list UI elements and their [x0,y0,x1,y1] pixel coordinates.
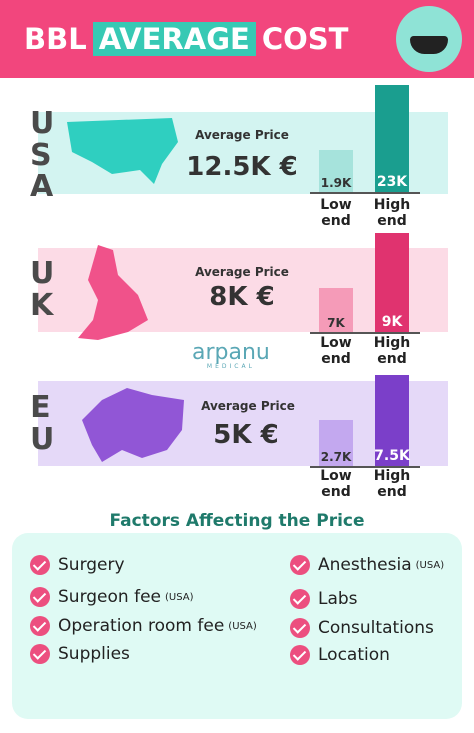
factor-item: Surgery [30,555,125,575]
logo: arpanu MEDICAL [192,340,270,370]
factor-text: Surgeon fee [58,587,161,607]
factor-item: Anesthesia (USA) [290,555,444,575]
check-icon [290,555,310,575]
header-title: BBL AVERAGE COST [24,22,348,56]
region-code: UK [30,256,55,323]
title-left: BBL [24,22,87,56]
title-right: COST [261,22,349,56]
high-label: High end [373,468,411,501]
low-bar: 2.7K [319,420,353,466]
factor-note: (USA) [228,620,257,632]
high-bar: 9K [375,233,409,332]
factor-text: Supplies [58,644,130,664]
high-label: High end [373,197,411,230]
logo-name: arpanu [192,340,270,365]
low-label: Low end [320,335,352,368]
region-code: EU [30,390,55,457]
check-icon [290,618,310,638]
low-label: Low end [320,468,352,501]
factor-text: Anesthesia [318,555,412,575]
region-code: USA [30,106,55,204]
price: 8K € [209,282,275,312]
factor-text: Consultations [318,618,434,638]
factor-item: Labs [290,589,358,609]
region-map [78,245,148,340]
check-icon [30,616,50,636]
check-icon [30,644,50,664]
baseline [310,332,420,334]
high-bar: 23K [375,85,409,192]
check-icon [30,555,50,575]
check-icon [290,589,310,609]
check-icon [290,645,310,665]
header-image [396,6,462,72]
price: 5K € [213,420,279,450]
factor-item: Operation room fee (USA) [30,616,257,636]
factor-item: Surgeon fee (USA) [30,587,194,607]
baseline [310,466,420,468]
price-label: Average Price [201,399,295,413]
factor-item: Consultations [290,618,434,638]
factor-note: (USA) [415,559,445,571]
price-label: Average Price [195,265,289,279]
factors-box [12,533,462,719]
image-shape [410,36,448,54]
high-bar: 7.5K [374,375,410,466]
baseline [310,192,420,194]
factors-title: Factors Affecting the Price [109,511,365,531]
low-bar: 7K [319,288,353,332]
logo-sub: MEDICAL [206,363,255,370]
factor-note: (USA) [165,591,194,603]
factor-text: Location [318,645,390,665]
factor-text: Surgery [58,555,125,575]
region-map [82,388,184,462]
factor-item: Location [290,645,390,665]
price: 12.5K € [186,152,298,182]
title-highlight: AVERAGE [92,22,256,56]
factor-item: Supplies [30,644,130,664]
factor-text: Labs [318,589,358,609]
region-map [67,118,178,184]
check-icon [30,587,50,607]
low-label: Low end [320,197,352,230]
factor-text: Operation room fee [58,616,225,636]
high-label: High end [373,335,411,368]
price-label: Average Price [195,128,289,142]
low-bar: 1.9K [319,150,353,192]
